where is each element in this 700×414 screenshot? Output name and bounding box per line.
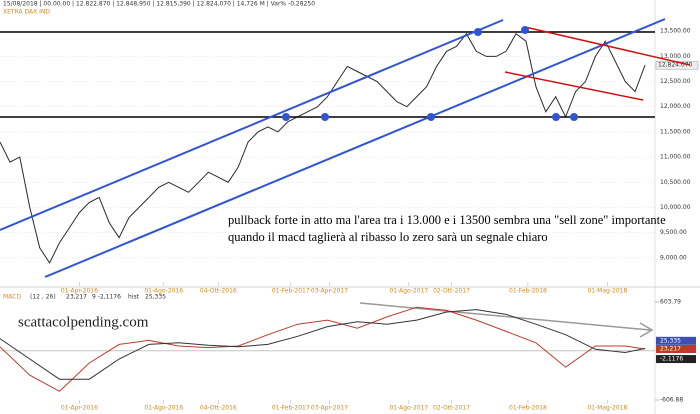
red-channel-upper (524, 26, 691, 66)
y-tick-label: 12,500.00 (660, 78, 691, 85)
latest-label: 23,217 (660, 345, 681, 352)
x-tick-label: 01-Mag-2018 (587, 288, 627, 295)
macd-stat: 9 -2,1176 (92, 294, 121, 301)
x-tick-label: 01-Ago-2017 (389, 405, 428, 412)
annotation: pullback forte in atto ma l'area tra i 1… (228, 213, 666, 227)
drawings (0, 18, 691, 338)
latest-label: -2,1176 (660, 356, 683, 363)
x-tick-label: 01-Feb-2017 (272, 288, 310, 295)
macd-stat: hist (128, 294, 140, 301)
x-tick-label: 01-Apr-2016 (61, 288, 98, 295)
series-line (0, 306, 646, 392)
y-tick-label: 11,000.00 (660, 154, 691, 161)
x-tick-label: 02-Ott-2017 (433, 288, 470, 295)
latest-label: 25,335 (660, 337, 681, 344)
x-tick-label: 01-Feb-2018 (509, 405, 547, 412)
chart-title: XETRA DAX IND (3, 9, 50, 16)
touch-point (474, 28, 482, 36)
header-stats: 15/08/2018 | 00.00.00 | 12.822,870 | 12.… (3, 1, 315, 8)
trend-arrow-head (639, 322, 654, 338)
y-tick-label: 13,000.00 (660, 53, 691, 60)
x-tick-label: 03-Apr-2017 (311, 288, 348, 295)
y-tick-label: 11,500.00 (660, 128, 691, 135)
trend-arrow (359, 302, 651, 331)
macd-stat: 25,335 (145, 294, 166, 301)
x-tick-label: 02-Ott-2017 (433, 405, 470, 412)
x-tick-label: 01-Feb-2018 (509, 288, 547, 295)
x-tick-label: 01-Ago-2016 (144, 288, 183, 295)
touch-points (282, 26, 578, 121)
y-tick-label: 10,500.00 (660, 179, 691, 186)
y-tick-label: 13,500.00 (660, 28, 691, 35)
annotation: quando il macd taglierà al ribasso lo ze… (228, 230, 548, 244)
latest-box (656, 355, 696, 364)
latest-box (656, 336, 696, 345)
channel-upper (0, 19, 504, 231)
y-tick-label: 9,500.00 (660, 229, 687, 236)
x-tick-label: 03-Apr-2017 (311, 405, 348, 412)
macd-stat: 23,217 (66, 294, 87, 301)
y-tick-label: -606.88 (660, 397, 683, 404)
x-tick-label: 04-Ott-2016 (200, 405, 237, 412)
macd-title: MACD (3, 294, 21, 301)
touch-point (427, 113, 435, 121)
red-channel-lower (504, 71, 644, 101)
series-line (0, 309, 646, 380)
touch-point (282, 113, 290, 121)
touch-point (521, 26, 529, 34)
channel-lower (44, 18, 666, 278)
series-line (0, 32, 646, 264)
x-tick-label: 01-Feb-2017 (272, 405, 310, 412)
macd-params: (12 , 26) (30, 294, 56, 301)
x-tick-label: 01-Mag-2018 (587, 405, 627, 412)
touch-point (321, 113, 329, 121)
price-panel: 9,000.00 9,500.00 10,000.00 10,500.00 11,000… (0, 28, 699, 295)
x-tick-label: 01-Ago-2017 (389, 288, 428, 295)
latest-box (656, 344, 696, 353)
touch-point (552, 113, 560, 121)
macd-panel: -606.88 603.79 01-Apr-2016 01-Ago-2016 04-Ot… (0, 299, 696, 412)
watermark: scattacolpending.com (18, 314, 149, 330)
last-price-box (655, 60, 699, 70)
y-tick-label: 603.79 (660, 299, 681, 306)
y-tick-label: 10,000.00 (660, 204, 691, 211)
y-tick-label: 9,000.00 (660, 254, 687, 261)
last-price-label: 12,824.070 (658, 62, 693, 69)
x-tick-label: 01-Ago-2016 (144, 405, 183, 412)
x-tick-label: 04-Ott-2016 (200, 288, 237, 295)
touch-point (570, 113, 578, 121)
x-tick-label: 01-Apr-2016 (61, 405, 98, 412)
y-tick-label: 12,000.00 (660, 103, 691, 110)
